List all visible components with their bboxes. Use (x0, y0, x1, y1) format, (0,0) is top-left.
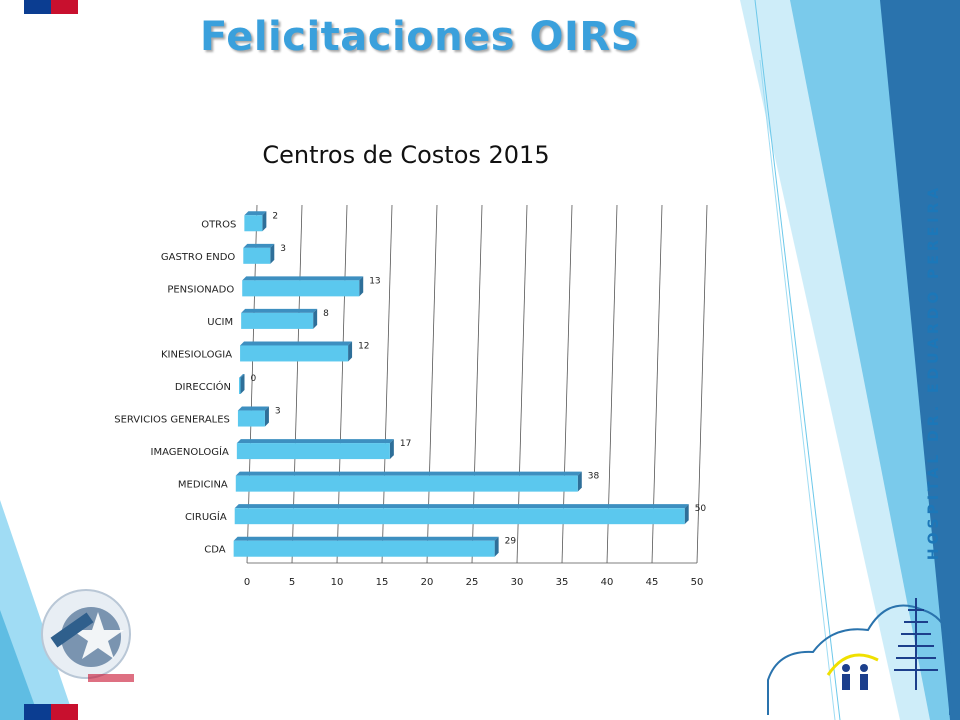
bar (233, 540, 495, 557)
star-icon (72, 612, 124, 659)
gridline (561, 204, 573, 564)
right-accent-band-dark (880, 0, 960, 720)
bar (234, 508, 685, 525)
accreditation-logo (41, 589, 134, 682)
bar-top-face (236, 439, 394, 444)
gridline (291, 204, 303, 564)
slide-title: Felicitaciones OIRS (199, 14, 641, 60)
araucaria-tree-icon (894, 598, 938, 690)
category-label: UCIM (207, 317, 233, 328)
bar-top-face (243, 243, 275, 248)
bar-side-face (494, 536, 499, 557)
bar-side-face (313, 308, 318, 329)
chart-title: Centros de Costos 2015 (262, 141, 549, 169)
bar-top-face (239, 374, 245, 378)
bar (237, 410, 265, 427)
x-tick-label: 45 (646, 577, 659, 588)
x-tick-label: 25 (466, 577, 479, 588)
x-tick-label: 35 (556, 577, 569, 588)
bar (243, 247, 271, 264)
bar-side-face (262, 211, 267, 232)
bar-top-face (244, 211, 267, 216)
gridline (381, 204, 393, 564)
category-label: KINESIOLOGIA (161, 349, 232, 360)
bar (244, 215, 263, 232)
category-label: PENSIONADO (167, 284, 234, 295)
gridline (651, 204, 663, 564)
bar-side-face (270, 243, 275, 264)
bar-top-face (234, 504, 689, 509)
data-label: 29 (505, 537, 517, 547)
bar (240, 345, 349, 362)
bar (236, 443, 390, 460)
gridlines (246, 204, 708, 564)
gridline (336, 204, 348, 564)
category-label: SERVICIOS GENERALES (114, 415, 230, 426)
gridline (516, 204, 528, 564)
chile-flag-top (24, 0, 78, 14)
hospital-logo (767, 598, 952, 715)
x-tick-label: 40 (601, 577, 614, 588)
bar (235, 475, 578, 492)
right-accent-line-2 (759, 59, 836, 720)
bar-side-face (240, 374, 245, 394)
bars (233, 211, 689, 557)
bar-top-face (241, 308, 318, 313)
gridline (246, 204, 258, 564)
data-label: 3 (275, 407, 281, 417)
gridline (426, 204, 438, 564)
bar-side-face (389, 439, 394, 460)
bar-side-face (359, 276, 364, 297)
x-tick-label: 50 (691, 577, 704, 588)
data-label: 13 (369, 276, 380, 286)
left-accent-band-dark (0, 610, 40, 720)
gridline (606, 204, 618, 564)
category-label: CIRUGÍA (185, 510, 227, 523)
gridline (471, 204, 483, 564)
family-icon (842, 664, 868, 690)
data-label: 8 (323, 309, 329, 319)
data-label: 12 (358, 341, 369, 351)
bar-top-face (240, 341, 353, 346)
x-tick-label: 10 (331, 577, 344, 588)
bar-top-face (233, 536, 499, 541)
gridline (696, 204, 708, 564)
x-tick-label: 20 (421, 577, 434, 588)
category-label: MEDICINA (178, 480, 228, 491)
data-label: 38 (588, 472, 600, 482)
data-label: 0 (251, 374, 257, 384)
category-label: IMAGENOLOGÍA (151, 445, 229, 458)
bar (239, 378, 241, 394)
bar-side-face (348, 341, 353, 362)
data-label: 17 (400, 439, 411, 449)
x-tick-label: 15 (376, 577, 389, 588)
x-tick-label: 5 (289, 577, 295, 588)
bar (241, 312, 314, 329)
x-tick-label: 0 (244, 577, 250, 588)
category-label: DIRECCIÓN (175, 380, 231, 393)
bar-top-face (235, 471, 582, 476)
data-label: 2 (272, 211, 278, 221)
data-label: 3 (280, 244, 286, 254)
category-label: CDA (204, 545, 226, 556)
bar-side-face (264, 406, 269, 427)
bar-top-face (237, 406, 269, 411)
data-label: 50 (695, 504, 707, 514)
bar-side-face (577, 471, 582, 492)
bar (242, 280, 360, 297)
bar-side-face (684, 504, 689, 525)
category-label: OTROS (201, 219, 236, 230)
category-label: GASTRO ENDO (161, 252, 236, 263)
x-tick-label: 30 (511, 577, 524, 588)
bar-top-face (242, 276, 364, 281)
right-accent-line (754, 0, 841, 720)
chile-flag-bottom (24, 704, 78, 720)
